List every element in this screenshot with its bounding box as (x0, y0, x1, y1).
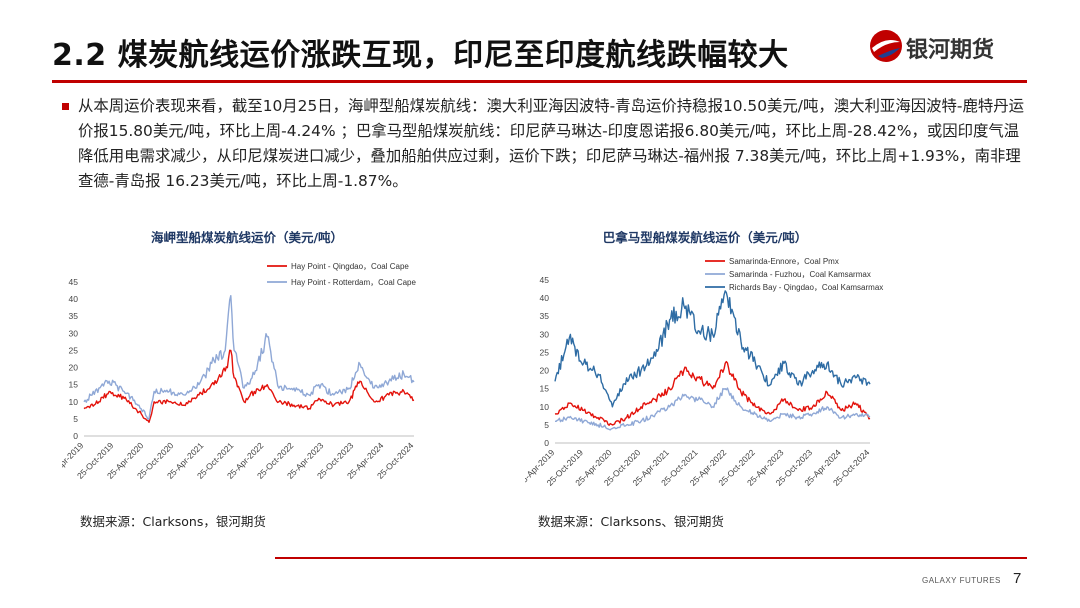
panamax-chart-source: 数据来源：Clarksons、银河期货 (538, 514, 724, 529)
chart-title: 巴拿马型船煤炭航线运价（美元/吨） (603, 230, 808, 245)
y-tick-label: 30 (540, 329, 550, 339)
title-divider (52, 80, 1027, 83)
page-title: 2.2 煤炭航线运价涨跌互现，印尼至印度航线跌幅较大 (52, 38, 789, 73)
logo-text: 银河期货 (906, 38, 995, 63)
y-tick-label: 45 (540, 275, 550, 285)
y-tick-label: 20 (540, 366, 550, 376)
y-tick-label: 45 (69, 277, 79, 287)
y-tick-label: 25 (540, 347, 550, 357)
y-tick-label: 30 (69, 328, 79, 338)
y-tick-label: 15 (540, 384, 550, 394)
footer-brand: GALAXY FUTURES (922, 576, 1001, 585)
y-tick-label: 10 (540, 402, 550, 412)
y-tick-label: 0 (73, 431, 78, 441)
series-line (555, 387, 871, 431)
legend-label: Samarinda - Fuzhou，Coal Kamsarmax (729, 270, 871, 279)
y-tick-label: 5 (73, 414, 78, 424)
y-tick-label: 20 (69, 363, 79, 373)
capesize-chart-panel: 海岬型船煤炭航线运价（美元/吨） 0 5 10 15 20 25 30 35 40 45 25-Apr… (45, 224, 442, 508)
y-tick-label: 35 (540, 311, 550, 321)
logo: 银河期货 (868, 28, 1038, 68)
page-number: 7 (1013, 570, 1022, 587)
summary-paragraph: 从本周运价表现来看，截至10月25日，海岬型船煤炭航线：澳大利亚海因波特-青岛运… (78, 97, 1025, 190)
series-line (554, 290, 871, 408)
footer-divider (275, 557, 1027, 559)
legend-label: Hay Point - Qingdao，Coal Cape (291, 262, 409, 271)
y-tick-label: 15 (69, 380, 79, 390)
panamax-chart: 巴拿马型船煤炭航线运价（美元/吨）05101520253035404525-Ap… (516, 230, 883, 488)
galaxy-logo-icon (870, 30, 902, 62)
y-tick-label: 0 (544, 438, 549, 448)
y-tick-label: 25 (69, 345, 79, 355)
series-line (83, 295, 415, 420)
chart-title: 海岬型船煤炭航线运价（美元/吨） (151, 230, 343, 245)
bullet-marker (62, 103, 69, 110)
y-tick-label: 5 (544, 420, 549, 430)
capesize-chart: 海岬型船煤炭航线运价（美元/吨）05101520253035404525-Apr… (45, 230, 417, 481)
legend-label: Samarinda-Ennore，Coal Pmx (729, 257, 839, 266)
panamax-chart-panel: 巴拿马型船煤炭航线运价（美元/吨） 0 5 10 15 20 25 30 35 40 45 25-Ap… (516, 224, 905, 508)
legend-label: Richards Bay - Qingdao，Coal Kamsarmax (729, 283, 883, 292)
y-tick-label: 10 (69, 397, 79, 407)
capesize-chart-source: 数据来源：Clarksons，银河期货 (80, 514, 266, 529)
y-tick-label: 40 (69, 294, 79, 304)
series-line (83, 349, 415, 423)
y-tick-label: 40 (540, 293, 550, 303)
y-tick-label: 35 (69, 311, 79, 321)
series-line (554, 360, 871, 426)
legend-label: Hay Point - Rotterdam，Coal Cape (291, 278, 416, 287)
